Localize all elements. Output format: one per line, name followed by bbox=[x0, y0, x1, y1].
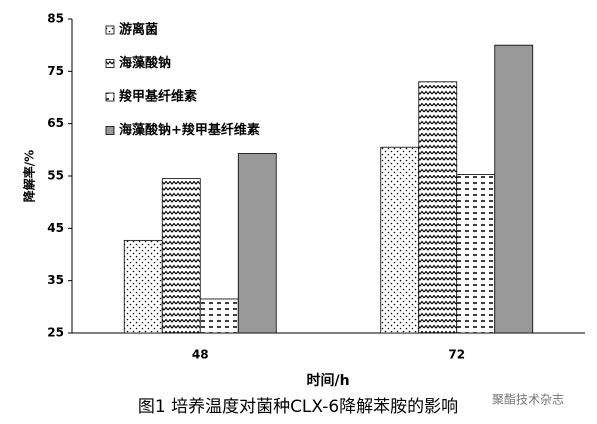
bar bbox=[494, 44, 534, 334]
y-tick-label: 55 bbox=[47, 169, 64, 183]
y-axis-label: 降解率/% bbox=[22, 150, 37, 202]
bar bbox=[237, 153, 277, 334]
bar bbox=[456, 174, 496, 334]
legend-swatch bbox=[105, 92, 115, 102]
y-tick-label: 45 bbox=[47, 221, 64, 235]
legend-swatch bbox=[105, 126, 115, 135]
bar bbox=[161, 178, 201, 334]
y-tick-label: 25 bbox=[47, 326, 64, 340]
legend-label: 游离菌 bbox=[119, 22, 158, 38]
bar bbox=[199, 298, 239, 334]
legend-label: 羧甲基纤维素 bbox=[119, 89, 197, 105]
legend-swatch bbox=[105, 59, 115, 68]
watermark: 聚酯技术杂志 bbox=[492, 393, 564, 407]
legend-label: 海藻酸钠+羧甲基纤维素 bbox=[119, 122, 260, 138]
legend-swatch bbox=[105, 25, 115, 35]
x-tick-label: 48 bbox=[192, 348, 209, 362]
y-tick-label: 35 bbox=[47, 273, 64, 287]
y-tick-label: 65 bbox=[47, 116, 64, 130]
y-tick-label: 75 bbox=[47, 64, 64, 78]
legend-label: 海藻酸钠 bbox=[119, 55, 171, 71]
y-tick-label: 85 bbox=[47, 12, 64, 26]
x-tick-label: 72 bbox=[448, 348, 465, 362]
bar bbox=[418, 81, 458, 334]
bar bbox=[380, 146, 420, 334]
caption: 图1 培养温度对菌种CLX-6降解苯胺的影响 bbox=[138, 397, 458, 417]
bar bbox=[123, 239, 163, 334]
x-axis-label: 时间/h bbox=[306, 372, 349, 389]
